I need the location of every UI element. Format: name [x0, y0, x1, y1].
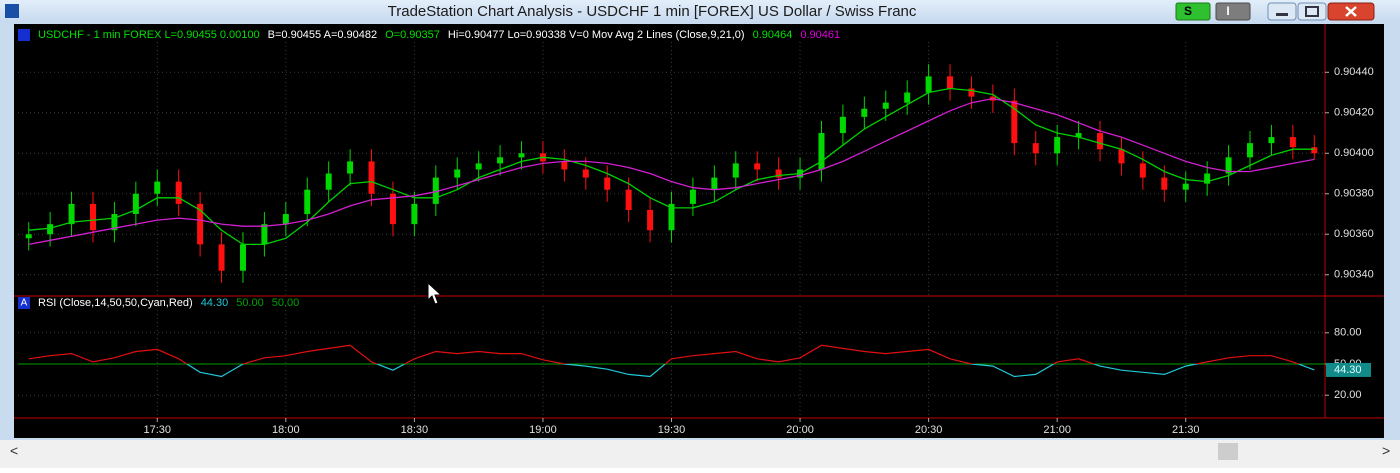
x-tick-label: 20:30	[915, 424, 943, 436]
candle-body	[818, 133, 824, 169]
x-tick-label: 17:30	[144, 424, 172, 436]
candle-body	[219, 244, 225, 270]
header-item: 50.00	[272, 297, 300, 309]
candle-body	[626, 190, 632, 210]
s-button-label[interactable]: S	[1184, 4, 1192, 18]
x-tick-label: 21:30	[1172, 424, 1200, 436]
header-item: 44.30	[201, 297, 229, 309]
candle-body	[647, 210, 653, 230]
y-tick-label: 0.90440	[1334, 66, 1374, 78]
candle-body	[733, 163, 739, 177]
candle-body	[1290, 137, 1296, 147]
candle-body	[240, 244, 246, 270]
i-button-label[interactable]: I	[1226, 4, 1229, 18]
candle-body	[926, 76, 932, 92]
candle-body	[347, 161, 353, 173]
candle-body	[604, 178, 610, 190]
candle-body	[1097, 133, 1103, 149]
candle-body	[690, 190, 696, 204]
candle-body	[476, 163, 482, 169]
candle-body	[411, 204, 417, 224]
candle-body	[519, 153, 525, 157]
header-item: 0.90461	[800, 29, 840, 41]
candle-body	[176, 182, 182, 204]
candle-body	[1054, 137, 1060, 153]
y-tick-label: 0.90360	[1334, 228, 1374, 240]
candle-body	[497, 157, 503, 163]
candle-body	[1268, 137, 1274, 143]
header-item: B=0.90455 A=0.90482	[268, 29, 378, 41]
price-header: USDCHF - 1 min FOREX L=0.90455 0.00100 B=…	[38, 29, 840, 41]
x-tick-label: 18:00	[272, 424, 300, 436]
minimize-icon	[1276, 13, 1288, 16]
candle-body	[1247, 143, 1253, 157]
x-tick-label: 18:30	[401, 424, 429, 436]
i-button[interactable]	[1216, 3, 1250, 20]
x-tick-label: 21:00	[1043, 424, 1071, 436]
candle-body	[90, 204, 96, 230]
x-tick-label: 19:30	[658, 424, 686, 436]
y-tick-label: 80.00	[1334, 327, 1362, 339]
y-tick-label: 0.90420	[1334, 107, 1374, 119]
x-tick-label: 19:00	[529, 424, 557, 436]
candle-body	[304, 190, 310, 214]
window-title: TradeStation Chart Analysis - USDCHF 1 m…	[388, 3, 917, 20]
candle-body	[904, 93, 910, 103]
y-tick-label: 0.90340	[1334, 269, 1374, 281]
candle-body	[711, 178, 717, 190]
y-tick-label: 0.90400	[1334, 147, 1374, 159]
scroll-right[interactable]: >	[1382, 443, 1390, 459]
candle-body	[69, 204, 75, 224]
candle-body	[154, 182, 160, 194]
candle-body	[261, 224, 267, 244]
candle-body	[1118, 149, 1124, 163]
candle-body	[1140, 163, 1146, 177]
app-icon	[5, 4, 19, 18]
scroll-thumb[interactable]	[1218, 443, 1238, 460]
s-button[interactable]	[1176, 3, 1210, 20]
candle-body	[1183, 184, 1189, 190]
candle-body	[454, 169, 460, 177]
candle-body	[840, 117, 846, 133]
candle-body	[861, 109, 867, 117]
y-tick-label: 20.00	[1334, 389, 1362, 401]
candle-body	[583, 169, 589, 177]
rsi-badge-label: A	[21, 298, 28, 309]
candle-body	[1033, 143, 1039, 153]
candle-body	[283, 214, 289, 224]
candle-body	[754, 163, 760, 169]
x-tick-label: 20:00	[786, 424, 814, 436]
candle-body	[47, 224, 53, 234]
candle-body	[1161, 178, 1167, 190]
last-value-label: 44.30	[1334, 364, 1362, 376]
header-item: O=0.90357	[385, 29, 440, 41]
candle-body	[883, 103, 889, 109]
minimize-button[interactable]	[1268, 3, 1296, 20]
candle-body	[947, 76, 953, 88]
header-item: Hi=0.90477 Lo=0.90338 V=0 Mov Avg 2 Line…	[448, 29, 745, 41]
candle-body	[1311, 147, 1317, 153]
candle-body	[369, 161, 375, 193]
y-tick-label: 0.90380	[1334, 188, 1374, 200]
header-item: 50.00	[236, 297, 264, 309]
candle-body	[26, 234, 32, 238]
candle-body	[326, 174, 332, 190]
scroll-left[interactable]: <	[10, 443, 18, 459]
candle-body	[561, 161, 567, 169]
maximize-button[interactable]	[1298, 3, 1326, 20]
price-pane-badge[interactable]	[18, 29, 30, 41]
window: TradeStation Chart Analysis - USDCHF 1 m…	[0, 0, 1400, 468]
header-item: RSI (Close,14,50,50,Cyan,Red)	[38, 297, 193, 309]
header-item: 0.90464	[753, 29, 793, 41]
scrollbar[interactable]	[0, 440, 1400, 468]
header-item: USDCHF - 1 min FOREX L=0.90455 0.00100	[38, 29, 260, 41]
rsi-header: RSI (Close,14,50,50,Cyan,Red) 44.30 50.00 5…	[38, 297, 299, 309]
page: TradeStation Chart Analysis - USDCHF 1 m…	[0, 0, 1400, 468]
